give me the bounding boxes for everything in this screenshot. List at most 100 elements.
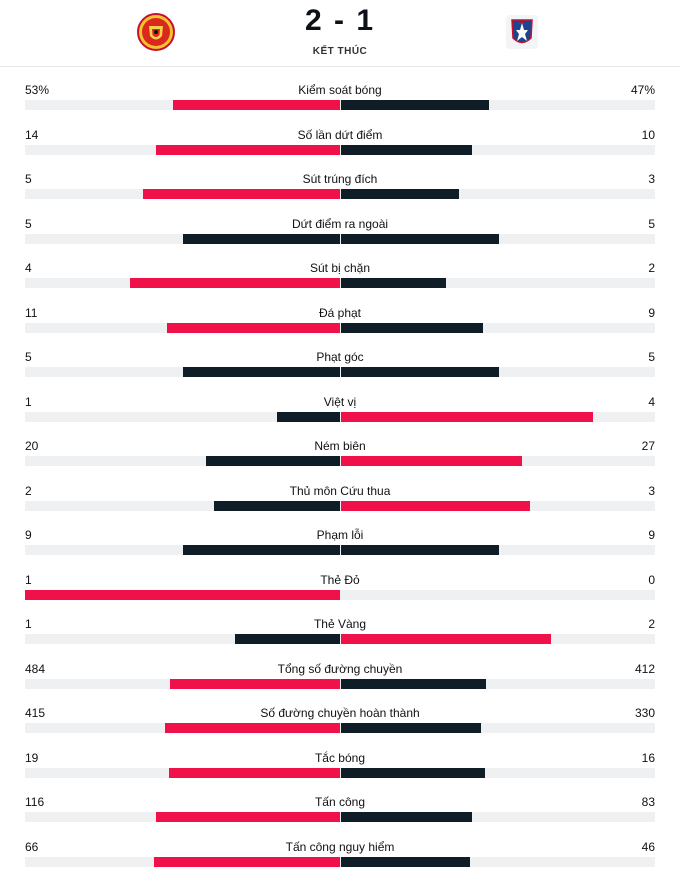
stat-label: Số đường chuyền hoàn thành (260, 706, 420, 720)
stat-row: 20 Ném biên 27 (0, 426, 680, 470)
away-value: 3 (648, 483, 655, 498)
away-stat-bar (341, 367, 499, 377)
away-value: 412 (634, 661, 655, 676)
away-stat-bar (341, 678, 486, 689)
stat-row: 19 Tắc bóng 16 (0, 738, 680, 782)
stat-row: 53% Kiểm soát bóng 47% (0, 70, 680, 114)
stat-label: Thủ môn Cứu thua (289, 483, 391, 498)
stat-row: 11 Đá phạt 9 (0, 293, 680, 337)
stat-row: 116 Tấn công 83 (0, 782, 680, 826)
home-stat-bar (173, 100, 340, 110)
stat-bar-track (25, 144, 655, 155)
stat-label: Tổng số đường chuyền (277, 661, 403, 676)
home-stat-bar (156, 812, 340, 822)
home-stat-bar (166, 322, 340, 333)
away-value: 46 (641, 839, 655, 854)
home-value: 2 (25, 483, 32, 498)
home-stat-bar (154, 856, 340, 867)
home-stat-bar (130, 278, 340, 288)
stat-bar-track (25, 233, 655, 244)
away-stat-bar (341, 189, 460, 199)
home-stat-bar (182, 233, 340, 244)
home-value: 1 (25, 617, 32, 631)
stat-label: Thẻ Đỏ (320, 572, 360, 587)
stat-row: 66 Tấn công nguy hiểm 46 (0, 827, 680, 871)
stat-bar-track (25, 545, 655, 555)
home-stat-bar (182, 367, 340, 377)
stat-bar-track (25, 500, 655, 511)
stat-label: Tấn công (314, 795, 366, 809)
stat-label: Đá phạt (318, 305, 362, 320)
home-value: 1 (25, 394, 32, 409)
away-stat-bar (341, 411, 593, 422)
away-stat-bar (341, 322, 483, 333)
away-stat-bar (341, 723, 481, 733)
stat-bar-track (25, 723, 655, 733)
match-score: 2 - 1 (304, 4, 376, 37)
stat-bar-track (25, 767, 655, 778)
match-header: 2 - 1 KẾT THÚC (0, 0, 680, 67)
away-value: 47% (630, 83, 655, 97)
crystal-palace-crest-icon[interactable] (502, 12, 542, 52)
stat-bar-track (25, 322, 655, 333)
away-stat-bar (341, 545, 499, 555)
home-value: 5 (25, 350, 32, 364)
stat-bar-track (25, 411, 655, 422)
stat-label: Ném biên (314, 439, 366, 453)
stat-label: Phạt góc (316, 350, 364, 364)
home-stat-bar (156, 144, 340, 155)
home-stat-bar (143, 189, 340, 199)
stat-bar-track (25, 278, 655, 288)
away-stat-bar (341, 456, 522, 466)
home-stat-bar (235, 634, 340, 644)
away-value: 4 (648, 394, 655, 409)
home-value: 484 (25, 661, 46, 676)
away-stat-bar (341, 500, 530, 511)
away-stat-bar (341, 100, 490, 110)
stat-row: 4 Sút bị chặn 2 (0, 248, 680, 292)
home-value: 5 (25, 172, 32, 186)
home-stat-bar (205, 456, 340, 466)
home-value: 1 (25, 572, 32, 587)
stat-label: Thẻ Vàng (313, 617, 367, 631)
home-stat-bar (214, 500, 340, 511)
stat-row: 1 Việt vị 4 (0, 382, 680, 426)
away-stat-bar (341, 278, 446, 288)
away-value: 83 (641, 795, 655, 809)
away-value: 2 (648, 617, 655, 631)
home-value: 9 (25, 528, 32, 542)
stat-bar-track (25, 367, 655, 377)
away-value: 10 (641, 127, 655, 142)
stat-bar-track (25, 589, 655, 600)
stat-label: Kiểm soát bóng (298, 83, 382, 97)
stat-label: Việt vị (323, 394, 357, 409)
away-value: 27 (641, 439, 655, 453)
stat-row: 5 Sút trúng đích 3 (0, 159, 680, 203)
stat-row: 2 Thủ môn Cứu thua 3 (0, 471, 680, 515)
stat-label: Phạm lỗi (316, 528, 364, 542)
stat-row: 1 Thẻ Đỏ 0 (0, 560, 680, 604)
stat-label: Tắc bóng (314, 750, 366, 765)
away-value: 3 (648, 172, 655, 186)
home-value: 5 (25, 216, 32, 231)
stat-row: 9 Phạm lỗi 9 (0, 515, 680, 559)
stat-row: 484 Tổng số đường chuyền 412 (0, 649, 680, 693)
away-value: 330 (634, 706, 655, 720)
away-stat-bar (341, 767, 485, 778)
stat-label: Tấn công nguy hiểm (285, 839, 395, 854)
stat-row: 5 Phạt góc 5 (0, 337, 680, 381)
home-stat-bar (25, 589, 340, 600)
home-stat-bar (182, 545, 340, 555)
stat-row: 5 Dứt điểm ra ngoài 5 (0, 204, 680, 248)
manchester-united-crest-icon[interactable] (136, 12, 176, 52)
away-value: 9 (648, 305, 655, 320)
stat-label: Sút trúng đích (302, 172, 378, 186)
home-value: 14 (25, 127, 39, 142)
home-stat-bar (169, 678, 340, 689)
home-value: 19 (25, 750, 39, 765)
away-value: 0 (648, 572, 655, 587)
home-value: 53% (25, 83, 50, 97)
stat-row: 1 Thẻ Vàng 2 (0, 604, 680, 648)
stat-bar-track (25, 812, 655, 822)
stat-bar-track (25, 100, 655, 110)
